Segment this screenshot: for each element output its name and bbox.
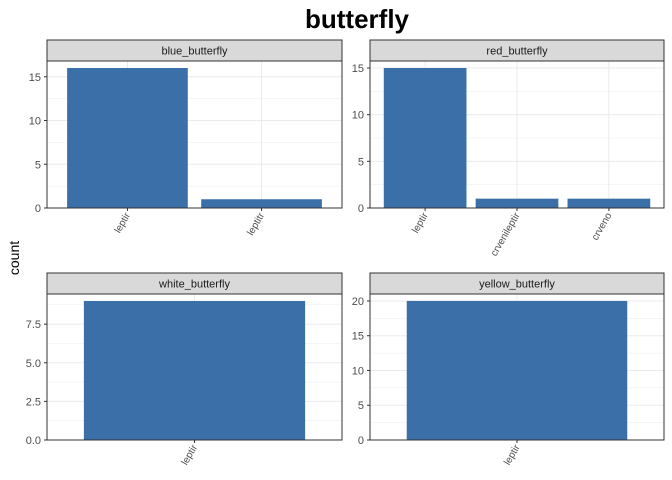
y-tick-label: 0.0 [26, 435, 41, 447]
y-tick-label: 7.5 [26, 319, 41, 331]
y-tick-label: 15 [352, 63, 364, 75]
facet-panel: blue_butterfly 0 5 10 15 leptir leptitr [29, 39, 343, 238]
facet-strip [369, 272, 665, 295]
x-tick-label: leptir [502, 442, 523, 467]
y-tick-label: 5 [35, 159, 41, 171]
bar [201, 199, 322, 208]
y-tick-label: 15 [29, 72, 41, 84]
y-tick-label: 5.0 [26, 358, 41, 370]
y-tick-label: 0 [358, 203, 364, 215]
y-tick-label: 0 [358, 435, 364, 447]
facet-strip [46, 272, 343, 295]
facet-strip-label: blue_butterfly [161, 46, 228, 58]
x-tick-label: crvenileptir [489, 210, 523, 258]
x-tick-label: leptir [180, 442, 201, 467]
x-tick-label: crveno [590, 211, 615, 243]
y-tick-label: 5 [358, 156, 364, 168]
facet-strip [369, 39, 665, 62]
x-tick-label: leptitr [245, 210, 267, 237]
y-tick-label: 2.5 [26, 396, 41, 408]
facet-strip [46, 39, 343, 62]
facet-panels: blue_butterfly 0 5 10 15 leptir leptitr red_but… [26, 39, 665, 467]
facet-panel: red_butterfly 0 5 10 15 leptir crvenileptir crv… [352, 39, 665, 258]
y-tick-label: 10 [352, 365, 364, 377]
bar [83, 300, 306, 440]
facet-strip-label: white_butterfly [158, 279, 230, 291]
bar [567, 198, 651, 208]
x-tick-label: leptir [410, 210, 431, 235]
y-tick-label: 0 [35, 203, 41, 215]
facet-panel: white_butterfly 0.0 2.5 5.0 7.5 leptir [26, 272, 343, 467]
bar [406, 300, 628, 440]
y-tick-label: 20 [352, 296, 364, 308]
bar [475, 198, 559, 208]
y-tick-label: 10 [352, 110, 364, 122]
facet-strip-label: yellow_butterfly [479, 279, 555, 291]
bar [383, 68, 467, 208]
facet-panel: yellow_butterfly 0 5 10 15 20 leptir [352, 272, 665, 467]
y-axis-label: count [6, 241, 22, 275]
y-tick-label: 15 [352, 331, 364, 343]
chart-title: butterfly [305, 4, 410, 34]
facet-strip-label: red_butterfly [486, 46, 548, 58]
x-tick-label: leptir [113, 210, 134, 235]
y-tick-label: 10 [29, 116, 41, 128]
y-tick-label: 5 [358, 400, 364, 412]
bar [67, 68, 188, 208]
